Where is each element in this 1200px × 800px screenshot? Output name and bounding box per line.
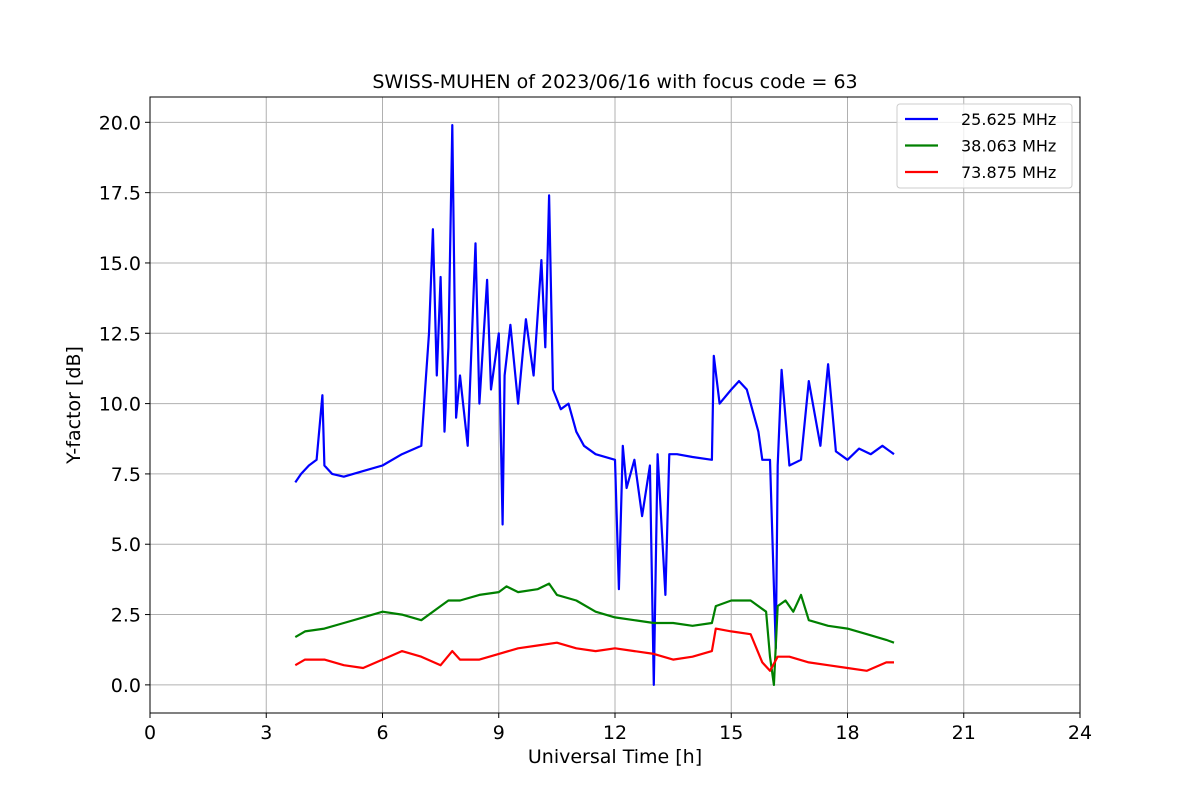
x-tick-label: 21 xyxy=(952,722,976,744)
grid xyxy=(149,97,1081,713)
x-tick-label: 15 xyxy=(719,722,743,744)
legend-label-3: 73.875 MHz xyxy=(961,163,1056,182)
series-line-3 xyxy=(294,627,894,672)
series-line-2 xyxy=(294,582,895,687)
x-tick-label: 9 xyxy=(493,722,505,744)
x-tick-label: 12 xyxy=(603,722,627,744)
y-tick-label: 7.5 xyxy=(111,464,141,486)
y-tick-label: 2.5 xyxy=(111,605,141,627)
y-axis-ticks: 0.0 2.5 5.0 7.5 10.0 12.5 15.0 17.5 20.0 xyxy=(99,112,150,697)
legend: 25.625 MHz 38.063 MHz 73.875 MHz xyxy=(896,103,1073,189)
x-tick-label: 24 xyxy=(1068,722,1092,744)
y-tick-label: 12.5 xyxy=(99,323,141,345)
legend-label-1: 25.625 MHz xyxy=(961,110,1056,129)
y-tick-label: 0.0 xyxy=(111,675,141,697)
y-tick-label: 10.0 xyxy=(99,394,141,416)
legend-label-2: 38.063 MHz xyxy=(961,137,1056,156)
y-tick-label: 20.0 xyxy=(99,112,141,134)
x-tick-label: 6 xyxy=(376,722,388,744)
x-axis-ticks: 0 3 6 9 12 15 18 21 24 xyxy=(144,713,1092,744)
y-tick-label: 15.0 xyxy=(99,253,141,275)
x-tick-label: 3 xyxy=(260,722,272,744)
x-axis-label: Universal Time [h] xyxy=(528,746,702,768)
x-tick-label: 0 xyxy=(144,722,156,744)
series-line-1 xyxy=(294,123,895,687)
legend-box xyxy=(896,103,1073,189)
series-layer xyxy=(294,123,895,687)
y-axis-label: Y-factor [dB] xyxy=(63,346,85,465)
y-tick-label: 5.0 xyxy=(111,534,141,556)
x-tick-label: 18 xyxy=(835,722,859,744)
y-tick-label: 17.5 xyxy=(99,183,141,205)
chart-title: SWISS-MUHEN of 2023/06/16 with focus cod… xyxy=(372,71,857,93)
